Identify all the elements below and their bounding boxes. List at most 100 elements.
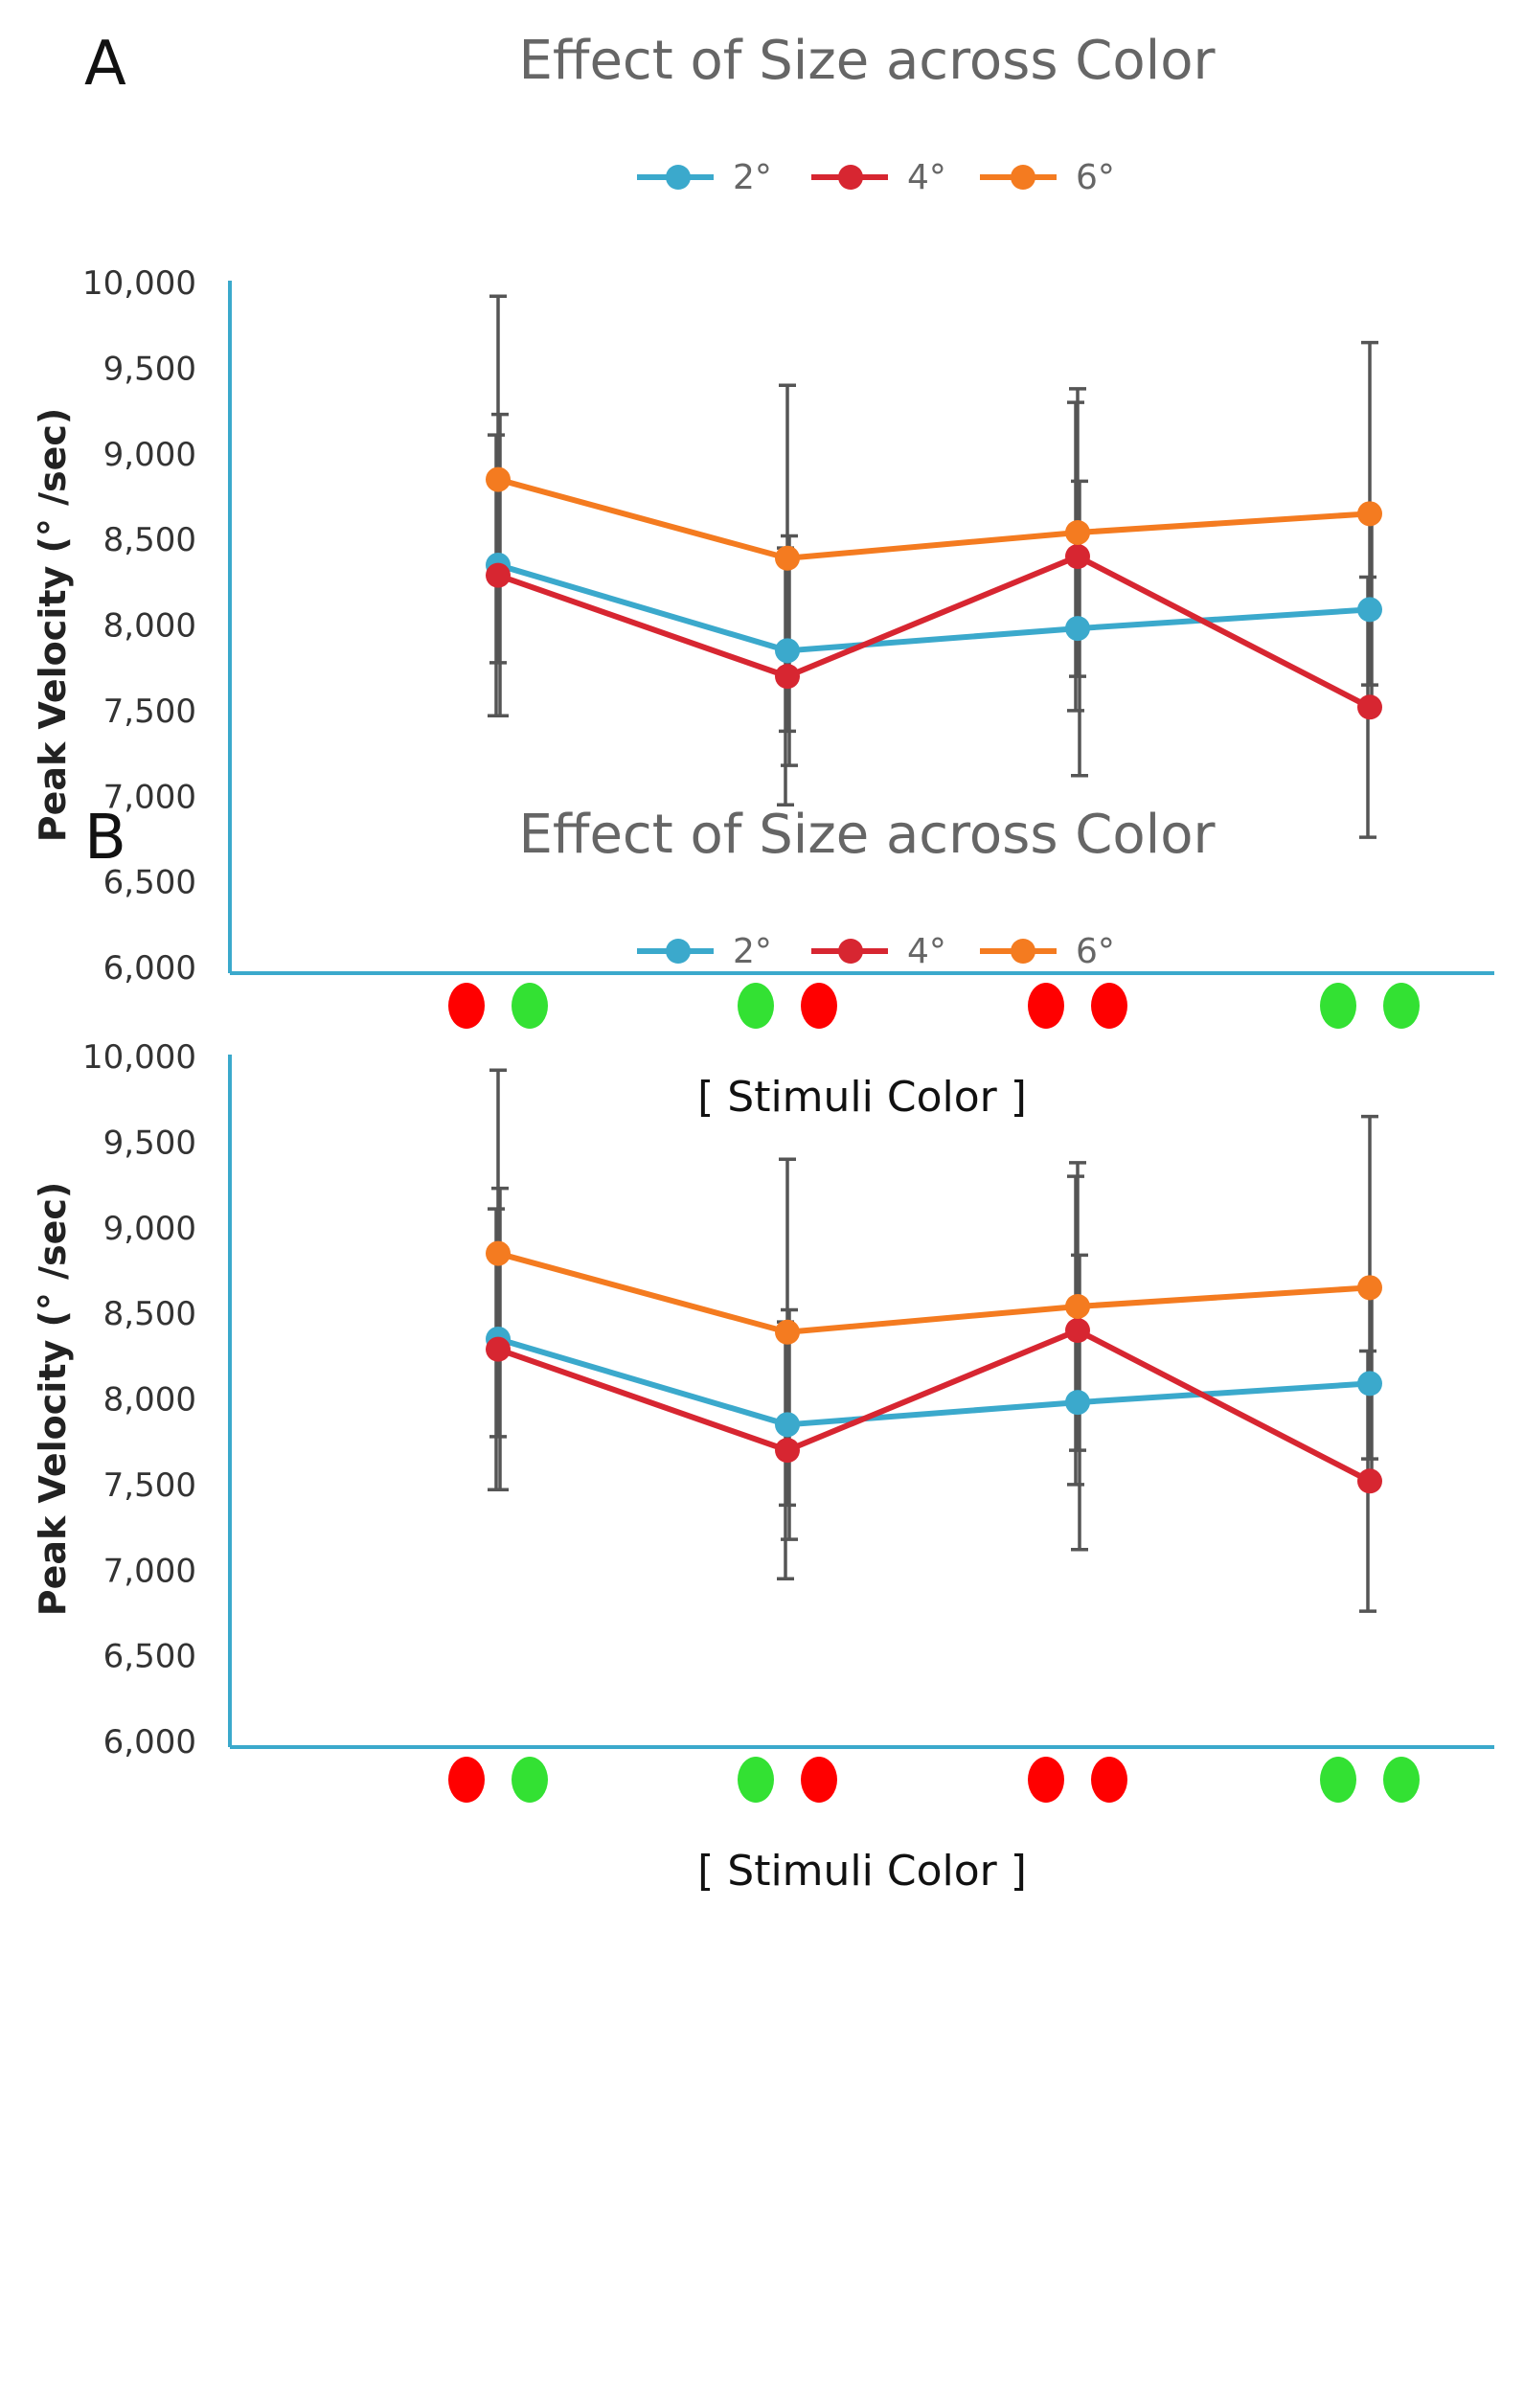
legend-label: 2° [733,932,772,971]
data-point [1065,616,1090,642]
data-point [1065,1390,1090,1416]
series-1 [486,544,1382,720]
chart-title: Effect of Size across Color [518,30,1216,92]
green-dot [738,983,774,1029]
series-line [497,1328,1372,1484]
category-green-red [738,1757,837,1803]
y-tick-label: 6,500 [103,1638,196,1676]
y-tick-label: 6,000 [103,949,196,988]
green-dot [512,983,548,1029]
data-point [775,1412,800,1438]
y-tick-label: 7,500 [103,693,196,731]
legend-item-2: 6° [980,158,1115,197]
y-tick-label: 8,500 [103,521,196,559]
panel-label: B [84,803,126,874]
legend-item-2: 6° [980,932,1115,971]
data-point [486,466,511,492]
error-bars [488,1068,1380,1613]
data-point [775,545,800,571]
series-line [497,476,1371,561]
y-tick-label: 10,000 [82,1038,196,1077]
y-tick-label: 10,000 [82,264,196,303]
error-bars [488,294,1380,839]
x-axis-label: [ Stimuli Color ] [697,1847,1027,1896]
panel-label: A [84,29,126,100]
legend: 2° 4° 6° [637,932,1115,971]
series-1 [486,1318,1382,1494]
category-green-green [1320,1757,1420,1803]
green-dot [1383,983,1420,1029]
y-tick-label: 8,000 [103,607,196,646]
x-category-markers [448,1757,1420,1803]
data-point [1065,1293,1090,1319]
legend-label: 4° [907,932,946,971]
series-line [497,1336,1371,1428]
legend-item-0: 2° [637,932,772,971]
y-tick-labels: 6,000 6,500 7,000 7,500 8,000 8,500 9,000 9,500… [82,1038,196,1761]
series-line [497,562,1371,654]
x-axis-label: [ Stimuli Color ] [697,1073,1027,1122]
data-point [1065,544,1090,569]
legend-item-1: 4° [811,158,946,197]
red-dot [1028,1757,1064,1803]
red-dot [1091,1757,1127,1803]
series-line [497,554,1372,710]
green-dot [738,1757,774,1803]
green-dot [1383,1757,1420,1803]
series-2 [486,1240,1382,1345]
y-tick-label: 8,000 [103,1381,196,1420]
y-tick-label: 9,500 [103,1124,196,1162]
y-tick-label: 6,000 [103,1723,196,1761]
legend-marker [838,165,863,190]
legend-marker [838,939,863,964]
category-green-green [1320,983,1420,1029]
data-point [1357,1275,1382,1301]
red-dot [801,983,837,1029]
red-dot [1091,983,1127,1029]
series-line [497,1250,1371,1335]
category-red-green [448,1757,548,1803]
data-point [1065,519,1090,545]
data-point [486,562,511,588]
y-tick-label: 7,000 [103,778,196,816]
legend-item-1: 4° [811,932,946,971]
category-red-green [448,983,548,1029]
legend-label: 2° [733,158,772,197]
legend-marker [1011,165,1035,190]
legend: 2° 4° 6° [637,158,1115,197]
data-point [1065,1318,1090,1343]
y-tick-label: 7,500 [103,1466,196,1505]
legend-item-0: 2° [637,158,772,197]
data-point [1357,1468,1382,1494]
data-point [1357,501,1382,527]
green-dot [1320,983,1356,1029]
red-dot [448,983,485,1029]
data-point [775,1438,800,1464]
green-dot [512,1757,548,1803]
chart-panel-a: A Effect of Size across Color 2° 4° 6° 6,000 6… [32,29,1494,1122]
red-dot [801,1757,837,1803]
data-point [775,664,800,690]
red-dot [448,1757,485,1803]
y-axis-label: Peak Velocity (° /sec) [32,408,74,842]
y-axis-label: Peak Velocity (° /sec) [32,1182,74,1616]
legend-marker [666,939,691,964]
y-tick-label: 7,000 [103,1552,196,1590]
legend-marker [1011,939,1035,964]
data-point [1357,1371,1382,1397]
data-point [775,1319,800,1345]
red-dot [1028,983,1064,1029]
y-tick-label: 9,000 [103,436,196,474]
legend-label: 6° [1076,158,1115,197]
y-tick-label: 8,500 [103,1295,196,1333]
data-point [1357,694,1382,720]
y-tick-labels: 6,000 6,500 7,000 7,500 8,000 8,500 9,000 9,500… [82,264,196,988]
data-point [1357,597,1382,623]
data-point [775,638,800,664]
data-point [486,1240,511,1266]
legend-label: 6° [1076,932,1115,971]
x-category-markers [448,983,1420,1029]
category-red-red [1028,983,1127,1029]
